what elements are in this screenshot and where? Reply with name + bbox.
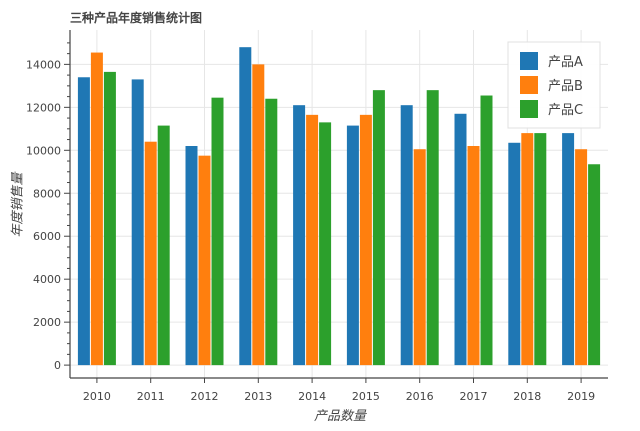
bar-产品C-2016 (426, 90, 439, 366)
legend-label: 产品B (548, 79, 583, 94)
y-axis-label: 年度销售量 (10, 172, 26, 238)
x-tick-label: 2016 (406, 390, 434, 403)
bar-产品B-2015 (359, 114, 372, 366)
y-tick-label: 2000 (33, 316, 61, 329)
x-tick-label: 2011 (137, 390, 165, 403)
x-tick-label: 2014 (298, 390, 326, 403)
bar-产品B-2013 (252, 64, 265, 366)
x-tick-label: 2019 (567, 390, 595, 403)
y-tick-label: 8000 (33, 187, 61, 200)
bar-产品C-2018 (534, 133, 547, 366)
bar-产品C-2012 (211, 97, 224, 366)
y-tick-label: 0 (54, 359, 61, 372)
bar-产品B-2010 (90, 52, 103, 366)
bar-产品A-2011 (131, 79, 144, 366)
bar-产品B-2018 (521, 133, 534, 366)
bar-产品B-2019 (575, 149, 588, 366)
legend: 产品A 产品B 产品C (507, 41, 601, 129)
x-tick-label: 2017 (460, 390, 488, 403)
y-tick-label: 12000 (26, 101, 61, 114)
bar-产品C-2019 (588, 164, 601, 366)
x-tick-label: 2018 (513, 390, 541, 403)
legend-swatch (520, 52, 538, 70)
chart-title: 三种产品年度销售统计图 (70, 11, 203, 25)
x-tick-label: 2015 (352, 390, 380, 403)
y-tick-label: 6000 (33, 230, 61, 243)
legend-swatch (520, 76, 538, 94)
bar-产品C-2011 (157, 125, 170, 366)
bar-产品C-2015 (372, 90, 385, 366)
bar-产品B-2012 (198, 155, 211, 366)
y-tick-label: 10000 (26, 144, 61, 157)
y-tick-label: 4000 (33, 273, 61, 286)
bar-产品A-2013 (239, 47, 252, 366)
bar-产品B-2011 (144, 141, 157, 366)
legend-swatch (520, 100, 538, 118)
bar-产品A-2018 (508, 142, 521, 366)
bar-产品B-2017 (467, 146, 480, 366)
bar-产品C-2014 (319, 122, 332, 366)
x-tick-label: 2013 (244, 390, 272, 403)
bar-产品B-2016 (413, 149, 426, 366)
bar-产品A-2016 (400, 105, 413, 366)
bar-产品A-2014 (293, 105, 306, 366)
bar-产品B-2014 (306, 114, 319, 366)
bar-产品C-2013 (265, 98, 278, 366)
bar-产品C-2010 (103, 71, 116, 366)
bar-产品A-2019 (562, 133, 575, 366)
x-tick-label: 2012 (191, 390, 219, 403)
bar-产品A-2012 (185, 146, 198, 366)
bar-产品A-2017 (454, 113, 467, 366)
x-tick-label: 2010 (83, 390, 111, 403)
legend-label: 产品C (548, 103, 583, 118)
bar-产品C-2017 (480, 95, 493, 366)
y-tick-label: 14000 (26, 58, 61, 71)
bar-产品A-2010 (77, 77, 90, 366)
x-axis-label: 产品数量 (313, 409, 366, 424)
bar-产品A-2015 (346, 125, 359, 366)
legend-label: 产品A (548, 55, 583, 70)
